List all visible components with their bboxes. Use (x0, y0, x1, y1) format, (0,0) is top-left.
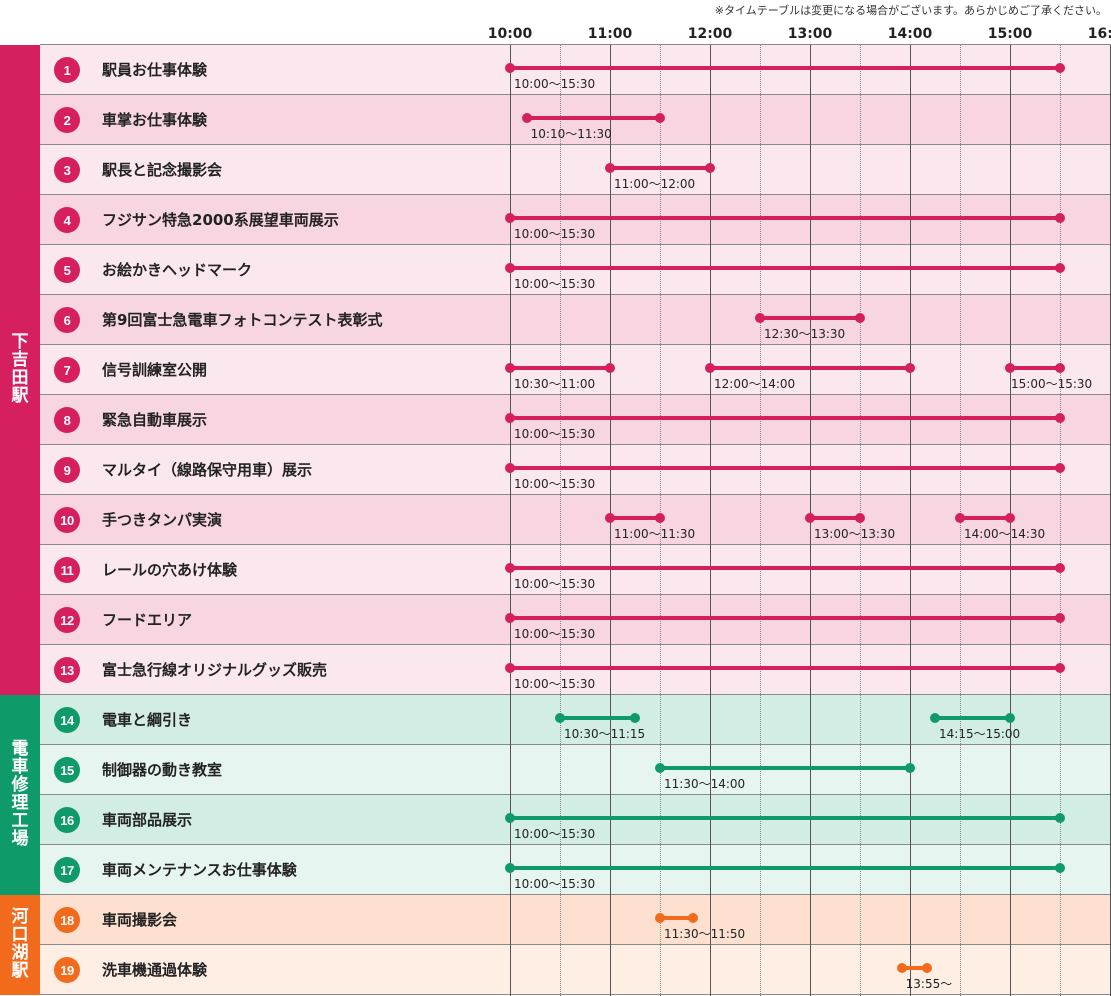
event-row: 1 駅員お仕事体験 (40, 45, 1111, 95)
event-row: 17 車両メンテナンスお仕事体験 (40, 845, 1111, 895)
event-number-badge: 18 (54, 907, 80, 933)
event-row: 19 洗車機通過体験 (40, 945, 1111, 995)
event-row: 13 富士急行線オリジナルグッズ販売 (40, 645, 1111, 695)
event-row: 10 手つきタンパ実演 (40, 495, 1111, 545)
header-divider (40, 44, 1111, 45)
event-row: 2 車掌お仕事体験 (40, 95, 1111, 145)
event-title: フジサン特急2000系展望車両展示 (102, 211, 339, 229)
event-number-badge: 9 (54, 457, 80, 483)
event-number-badge: 3 (54, 157, 80, 183)
event-row: 11 レールの穴あけ体験 (40, 545, 1111, 595)
event-number-badge: 8 (54, 407, 80, 433)
hour-label: 12:00 (687, 26, 733, 42)
section-name: 河口湖駅 (11, 907, 29, 981)
event-title: 駅員お仕事体験 (102, 61, 208, 79)
event-row: 16 車両部品展示 (40, 795, 1111, 845)
section-label: 電車修理工場 (0, 695, 40, 895)
event-title: 洗車機通過体験 (102, 961, 208, 979)
event-number-badge: 14 (54, 707, 80, 733)
event-number-badge: 5 (54, 257, 80, 283)
event-number-badge: 12 (54, 607, 80, 633)
event-row: 9 マルタイ（線路保守用車）展示 (40, 445, 1111, 495)
event-number-badge: 7 (54, 357, 80, 383)
hour-label: 13:00 (787, 26, 833, 42)
event-row: 7 信号訓練室公開 (40, 345, 1111, 395)
section-name: 電車修理工場 (11, 739, 29, 849)
event-title: マルタイ（線路保守用車）展示 (102, 461, 313, 479)
event-title: 手つきタンパ実演 (102, 511, 223, 529)
event-row: 3 駅長と記念撮影会 (40, 145, 1111, 195)
section-label: 下吉田駅 (0, 45, 40, 695)
event-title: 信号訓練室公開 (102, 361, 208, 379)
section-label: 河口湖駅 (0, 895, 40, 995)
event-number-badge: 13 (54, 657, 80, 683)
event-number-badge: 4 (54, 207, 80, 233)
hour-label: 10:00 (487, 26, 533, 42)
event-number-badge: 6 (54, 307, 80, 333)
event-row: 8 緊急自動車展示 (40, 395, 1111, 445)
event-title: 車掌お仕事体験 (102, 111, 208, 129)
hour-label: 14:00 (887, 26, 933, 42)
event-title: 車両部品展示 (102, 811, 193, 829)
event-row: 15 制御器の動き教室 (40, 745, 1111, 795)
event-title: 制御器の動き教室 (102, 761, 223, 779)
event-title: 富士急行線オリジナルグッズ販売 (102, 661, 328, 679)
event-number-badge: 17 (54, 857, 80, 883)
event-title: レールの穴あけ体験 (102, 561, 238, 579)
event-title: 車両メンテナンスお仕事体験 (102, 861, 297, 879)
event-row: 4 フジサン特急2000系展望車両展示 (40, 195, 1111, 245)
hour-label: 16:00 (1087, 26, 1111, 42)
event-title: お絵かきヘッドマーク (102, 261, 253, 279)
event-title: フードエリア (102, 611, 193, 629)
event-number-badge: 2 (54, 107, 80, 133)
event-row: 18 車両撮影会 (40, 895, 1111, 945)
schedule-change-note: ※タイムテーブルは変更になる場合がございます。あらかじめご了承ください。 (714, 4, 1107, 17)
event-number-badge: 16 (54, 807, 80, 833)
event-row: 14 電車と綱引き (40, 695, 1111, 745)
event-number-badge: 1 (54, 57, 80, 83)
event-number-badge: 10 (54, 507, 80, 533)
event-row: 6 第9回富士急電車フォトコンテスト表彰式 (40, 295, 1111, 345)
hour-label: 11:00 (587, 26, 633, 42)
hour-label: 15:00 (987, 26, 1033, 42)
event-title: 駅長と記念撮影会 (102, 161, 223, 179)
event-number-badge: 19 (54, 957, 80, 983)
event-title: 第9回富士急電車フォトコンテスト表彰式 (102, 311, 383, 329)
event-number-badge: 11 (54, 557, 80, 583)
event-title: 緊急自動車展示 (102, 411, 208, 429)
event-number-badge: 15 (54, 757, 80, 783)
section-name: 下吉田駅 (11, 332, 29, 406)
event-row: 5 お絵かきヘッドマーク (40, 245, 1111, 295)
event-title: 電車と綱引き (102, 711, 193, 729)
event-row: 12 フードエリア (40, 595, 1111, 645)
event-title: 車両撮影会 (102, 911, 178, 929)
